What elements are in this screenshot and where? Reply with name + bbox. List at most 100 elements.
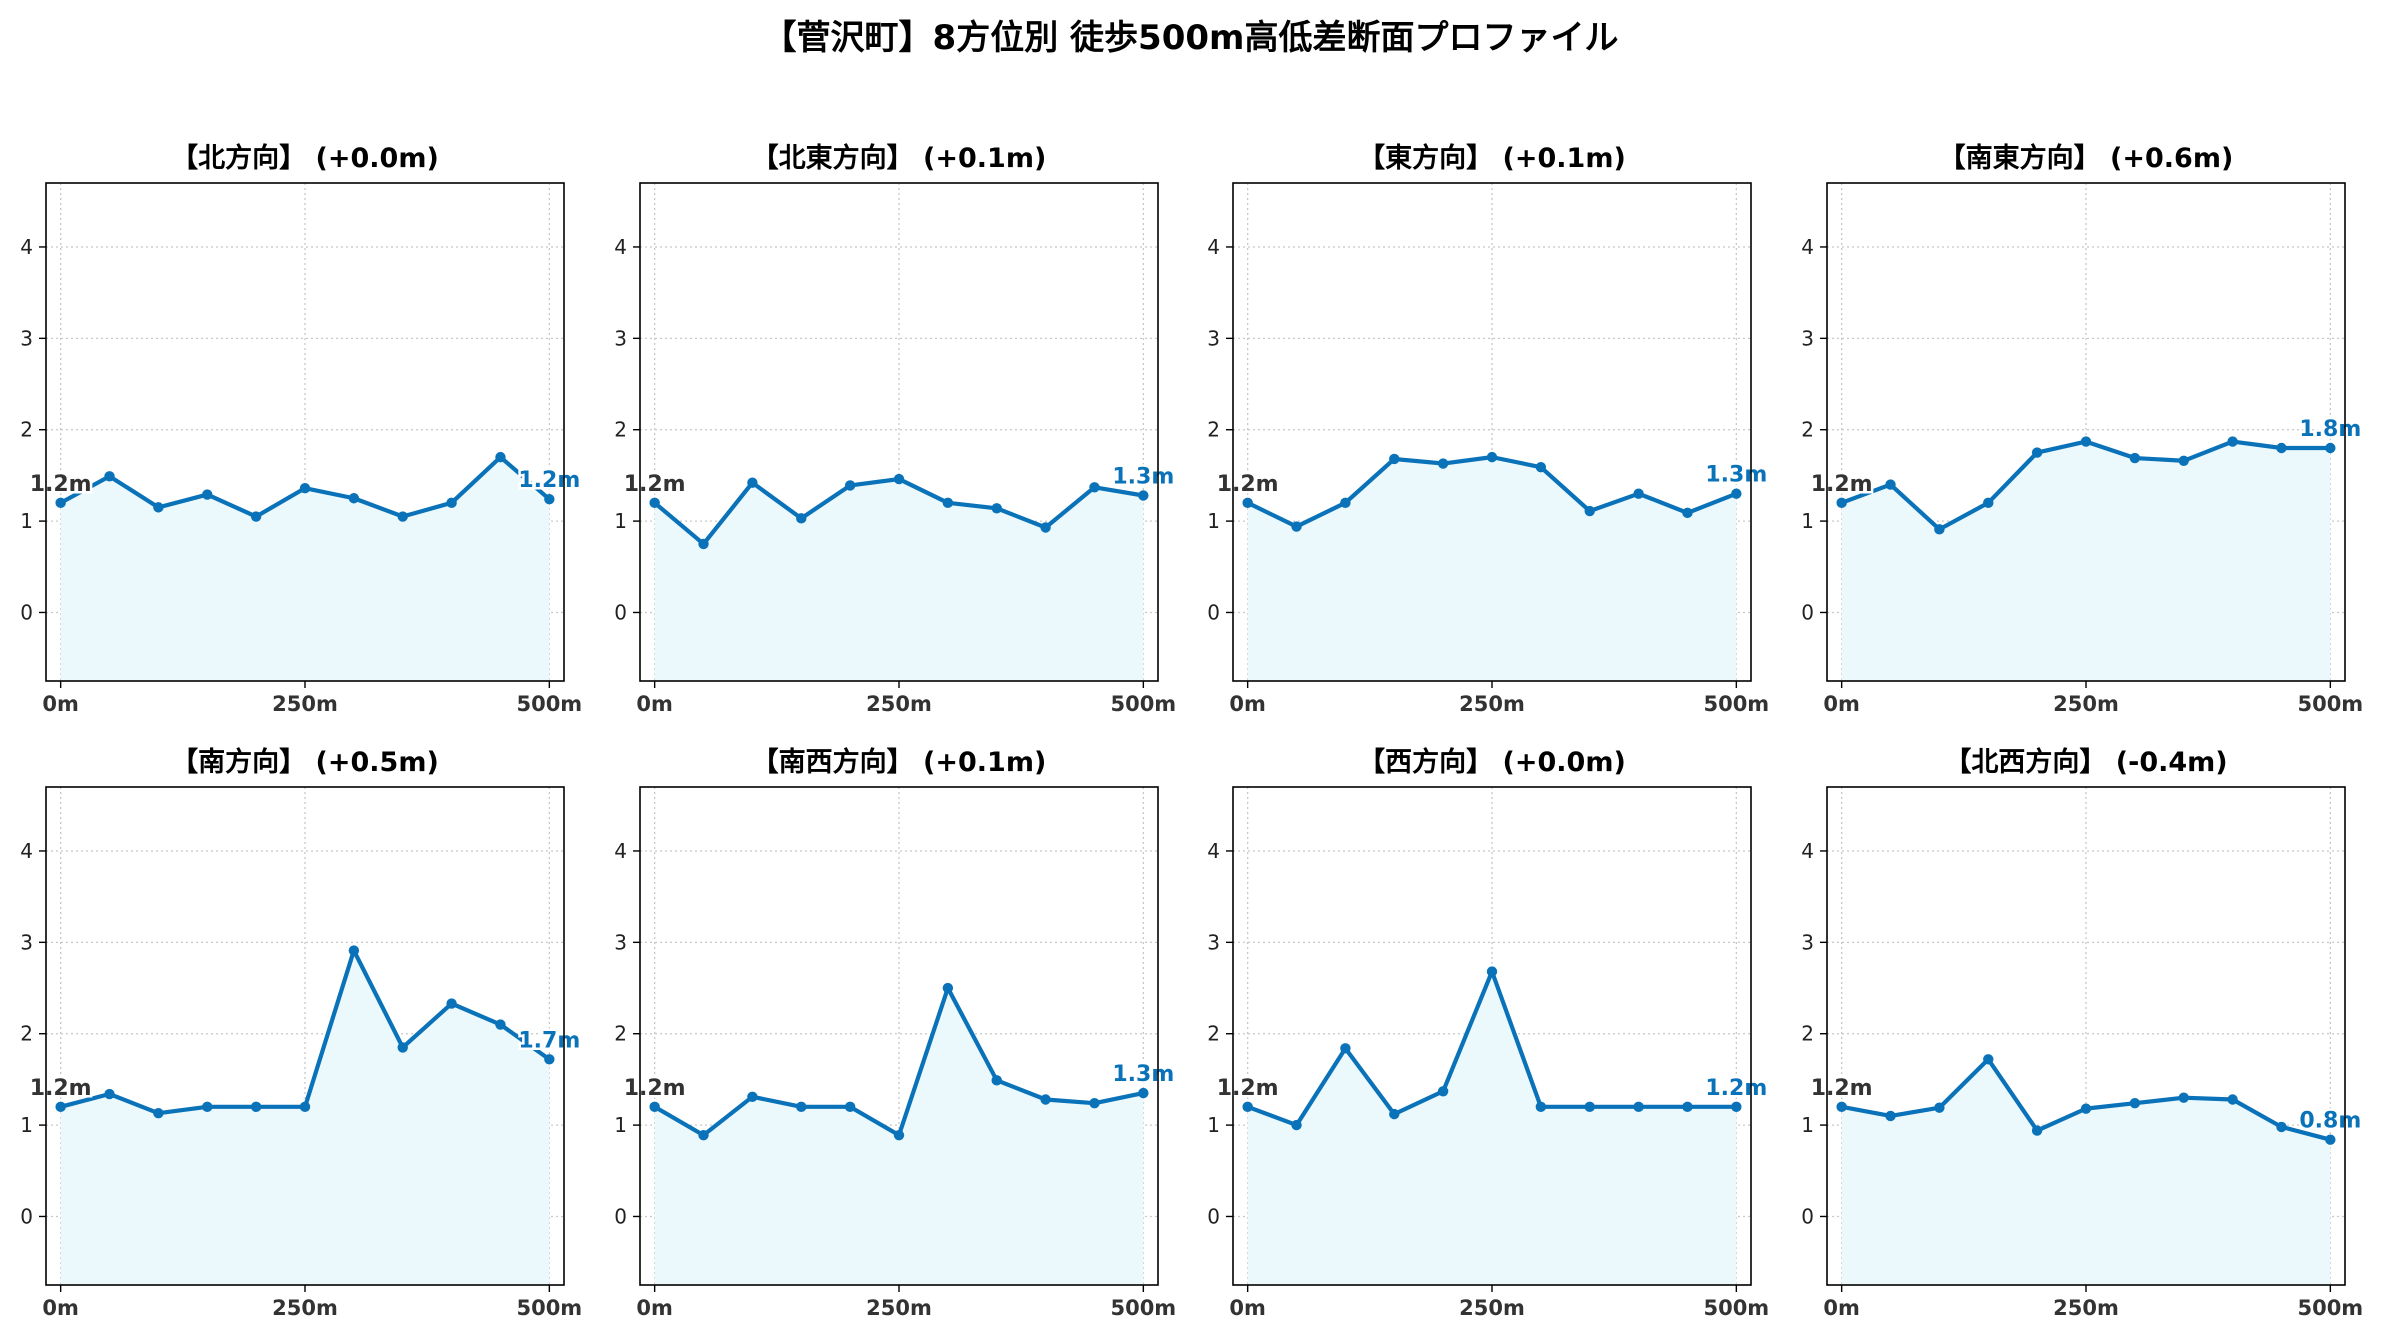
panel-6-data-point-5 [893,1129,905,1141]
panel-6-ytick-label-1: 1 [614,1113,627,1137]
panel-1-data-point-6 [348,493,360,504]
panel-6-start-label: 1.2m [624,1076,686,1101]
panel-1-ytick-label-2: 2 [20,418,33,442]
panel-3-data-point-0 [1242,497,1253,509]
panel-8-data-point-9 [2276,1121,2287,1133]
panel-7-ytick-label-0: 0 [1207,1204,1220,1228]
panel-3-data-point-9 [1682,507,1693,519]
panel-7-data-point-9 [1682,1101,1693,1113]
panel-5-area-fill [60,950,550,1285]
panel-3-ytick-label-2: 2 [1207,418,1220,442]
panel-3-xtick-label-0: 0m [1229,692,1266,716]
panel-5-data-point-2 [153,1108,164,1119]
panel-7-data-point-3 [1389,1108,1400,1120]
panel-8-data-point-5 [2080,1103,2092,1114]
panel-5-data-point-10 [544,1054,555,1065]
panel-5-data-point-6 [348,945,360,956]
panel-8-title: 【北西方向】 (-0.4m) [1944,746,2227,778]
panel-4-ytick-label-0: 0 [1801,600,1814,624]
panel-3-xtick-label-2: 500m [1703,692,1769,716]
panel-8-data-point-0 [1836,1101,1847,1113]
panel-2-ytick-label-2: 2 [614,418,627,442]
panel-6-xtick-label-1: 250m [866,1296,932,1320]
panel-7-xtick-label-0: 0m [1229,1296,1266,1320]
panel-2-ytick-label-3: 3 [614,326,627,350]
panel-3-data-point-4 [1437,458,1449,469]
panel-2-data-point-9 [1089,482,1100,493]
panel-8-data-point-1 [1885,1110,1896,1122]
panel-6-ytick-label-3: 3 [614,930,627,954]
panel-5-xtick-label-0: 0m [42,1296,79,1320]
panel-8-xtick-label-1: 250m [2053,1296,2119,1320]
panel-7-end-label: 1.2m [1705,1076,1767,1101]
panel-8-ytick-label-1: 1 [1801,1113,1814,1137]
panel-1-end-label: 1.2m [518,468,580,493]
figure-title: 【菅沢町】8方位別 徒歩500m高低差断面プロファイル [762,18,1619,58]
panel-5-ytick-label-4: 4 [20,839,33,863]
panel-3-end-label: 1.3m [1705,463,1767,488]
panel-1-data-point-5 [299,482,311,494]
panel-3-ytick-label-4: 4 [1207,235,1220,259]
panel-3-ytick-label-3: 3 [1207,326,1220,350]
panel-5-end-label: 1.7m [518,1028,580,1053]
panel-3-data-point-3 [1389,453,1400,465]
panel-2-data-point-7 [991,503,1002,514]
panel-8-data-point-6 [2129,1097,2141,1109]
panel-3-start-label: 1.2m [1217,472,1279,497]
panel-1-data-point-8 [446,497,457,509]
panel-1-ytick-label-4: 4 [20,235,33,259]
panel-7-start-label: 1.2m [1217,1076,1279,1101]
panel-4-data-point-5 [2080,436,2092,447]
panel-7-ytick-label-4: 4 [1207,839,1220,863]
panel-1-xtick-label-0: 0m [42,692,79,716]
panel-3-data-point-2 [1340,497,1351,509]
panel-6-data-point-6 [942,982,954,994]
panel-6-ytick-label-4: 4 [614,839,627,863]
panel-7-data-point-4 [1437,1086,1449,1097]
panel-1-data-point-7 [397,511,408,522]
panel-3-data-point-8 [1633,488,1644,499]
panel-7-title: 【西方向】 (+0.0m) [1358,746,1626,778]
panel-6-title: 【南西方向】 (+0.1m) [752,746,1047,778]
panel-2-start-label: 1.2m [624,472,686,497]
panel-2-ytick-label-4: 4 [614,235,627,259]
panel-2-data-point-1 [698,538,709,550]
panel-1-data-point-3 [202,489,213,500]
panel-3-ytick-label-1: 1 [1207,509,1220,533]
panel-6-ytick-label-0: 0 [614,1204,627,1228]
panel-3-title: 【東方向】 (+0.1m) [1358,142,1626,174]
panel-2-data-point-2 [747,477,758,488]
panel-6-xtick-label-2: 500m [1110,1296,1176,1320]
panel-7-ytick-label-3: 3 [1207,930,1220,954]
panel-6-data-point-1 [698,1129,709,1141]
panel-2-data-point-4 [844,480,856,491]
panel-7-data-point-6 [1535,1101,1547,1113]
panel-4-data-point-3 [1983,497,1994,509]
panel-6-ytick-label-2: 2 [614,1022,627,1046]
panel-7-data-point-2 [1340,1043,1351,1054]
panel-2-xtick-label-0: 0m [636,692,673,716]
panel-8-start-label: 1.2m [1811,1076,1873,1101]
panel-3-data-point-5 [1486,451,1498,463]
panel-8-data-point-2 [1934,1102,1945,1113]
panel-2-ytick-label-1: 1 [614,509,627,533]
panel-6-data-point-3 [796,1101,807,1113]
panel-4-start-label: 1.2m [1811,472,1873,497]
panel-8-end-label: 0.8m [2299,1109,2361,1134]
panel-7-data-point-8 [1633,1101,1644,1113]
panel-5-data-point-0 [55,1101,66,1113]
panel-1-data-point-2 [153,502,164,513]
panel-8-data-point-7 [2178,1092,2189,1103]
panel-4-data-point-8 [2227,436,2238,447]
panel-5-data-point-7 [397,1042,408,1053]
panel-2-data-point-3 [796,513,807,524]
panel-4-xtick-label-2: 500m [2297,692,2363,716]
panel-5-data-point-1 [104,1088,115,1100]
panel-7-xtick-label-1: 250m [1459,1296,1525,1320]
panel-5-data-point-5 [299,1101,311,1113]
panel-4-ytick-label-2: 2 [1801,418,1814,442]
panel-7-data-point-1 [1291,1119,1302,1131]
panel-4-data-point-6 [2129,452,2141,464]
panel-4-ytick-label-3: 3 [1801,326,1814,350]
panel-4-area-fill [1841,441,2331,681]
